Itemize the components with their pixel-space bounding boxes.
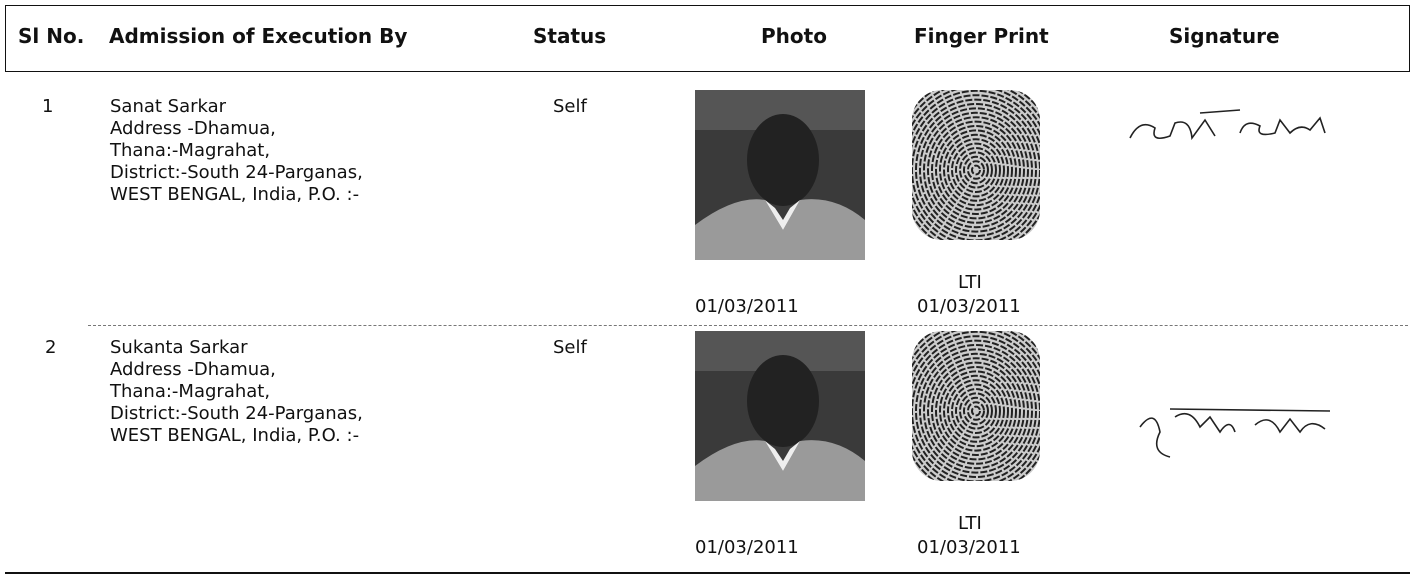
page: Sl No. Admission of Execution By Status …: [0, 0, 1415, 581]
photo: [695, 90, 865, 260]
address-line: Thana:-Magrahat,: [110, 140, 270, 162]
serial-number: 2: [45, 337, 56, 359]
column-header: Signature: [1169, 24, 1280, 48]
address-line: Address -Dhamua,: [110, 359, 276, 381]
photo-date: 01/03/2011: [695, 537, 799, 559]
address-line: WEST BENGAL, India, P.O. :-: [110, 184, 359, 206]
header-row: Sl No. Admission of Execution By Status …: [5, 5, 1410, 72]
table-bottom-border: [5, 572, 1410, 574]
executant-name: Sanat Sarkar: [110, 96, 226, 118]
status: Self: [553, 337, 587, 359]
row-separator: [88, 325, 1408, 326]
finger-date: 01/03/2011: [917, 296, 1021, 318]
fingerprint: [912, 331, 1040, 481]
finger-label: LTI: [958, 272, 982, 294]
address-line: WEST BENGAL, India, P.O. :-: [110, 425, 359, 447]
executant-name: Sukanta Sarkar: [110, 337, 248, 359]
column-header: Sl No.: [18, 24, 84, 48]
address-line: Address -Dhamua,: [110, 118, 276, 140]
address-line: District:-South 24-Parganas,: [110, 162, 363, 184]
signature: [1120, 98, 1340, 178]
address-line: Thana:-Magrahat,: [110, 381, 270, 403]
signature: [1130, 397, 1350, 477]
fingerprint: [912, 90, 1040, 240]
address-line: District:-South 24-Parganas,: [110, 403, 363, 425]
column-header: Finger Print: [914, 24, 1049, 48]
serial-number: 1: [42, 96, 53, 118]
finger-label: LTI: [958, 513, 982, 535]
column-header: Admission of Execution By: [109, 24, 407, 48]
column-header: Photo: [761, 24, 827, 48]
status: Self: [553, 96, 587, 118]
finger-date: 01/03/2011: [917, 537, 1021, 559]
column-header: Status: [533, 24, 606, 48]
photo: [695, 331, 865, 501]
photo-date: 01/03/2011: [695, 296, 799, 318]
